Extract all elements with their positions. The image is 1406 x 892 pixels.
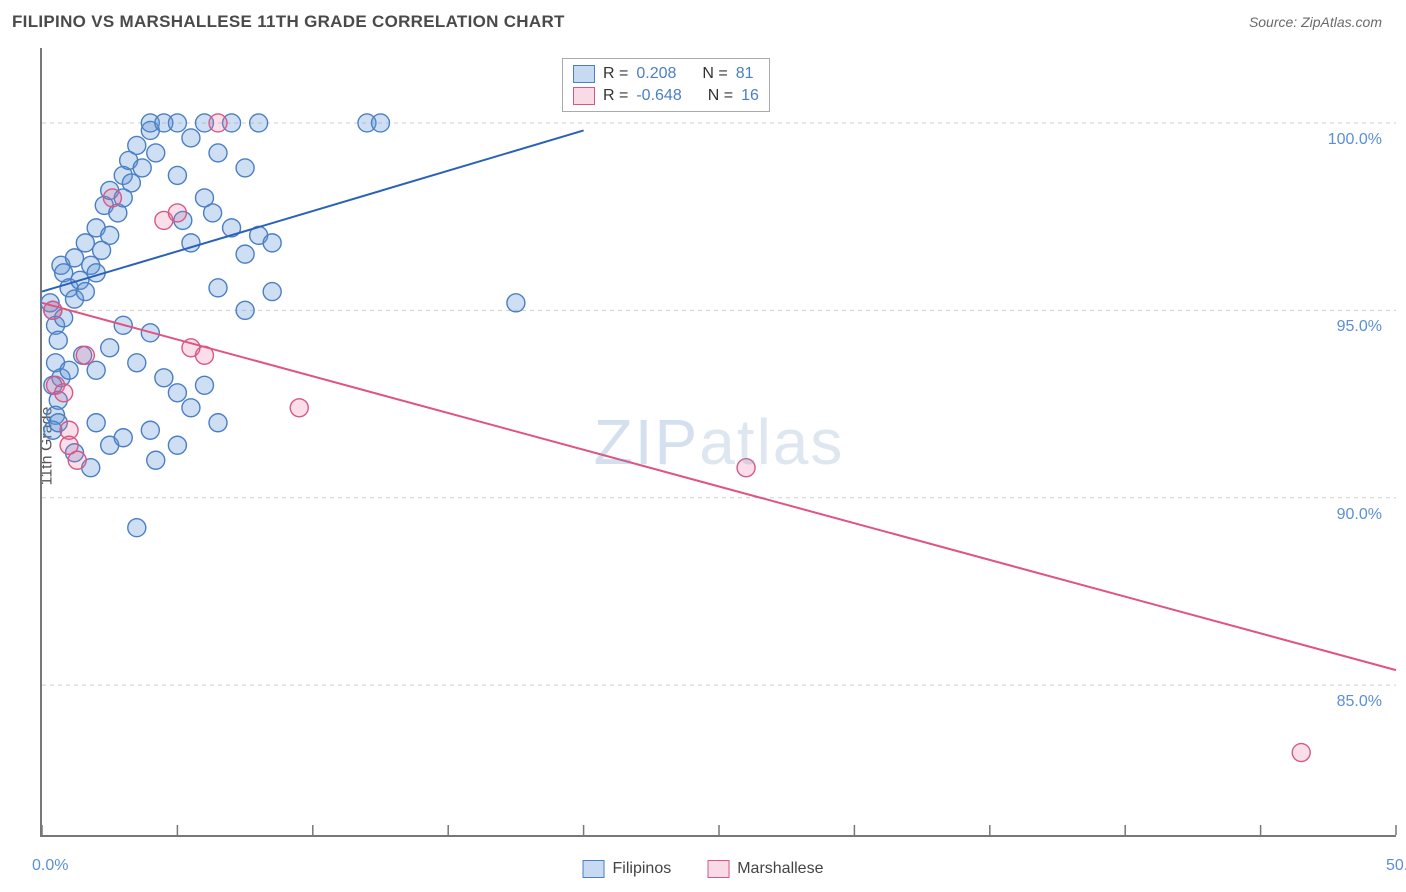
legend-item: Marshallese xyxy=(707,860,823,878)
source-label: Source: ZipAtlas.com xyxy=(1249,14,1382,30)
y-tick-label: 95.0% xyxy=(1337,318,1382,336)
legend-swatch xyxy=(707,860,729,878)
series-legend: Filipinos Marshallese xyxy=(583,860,824,878)
page-title: FILIPINO VS MARSHALLESE 11TH GRADE CORRE… xyxy=(12,12,565,32)
x-tick-label: 0.0% xyxy=(32,857,68,875)
stats-legend-row: R = -0.648N = 16 xyxy=(573,85,759,107)
y-tick-label: 100.0% xyxy=(1328,131,1382,149)
chart-area: ZIPatlas R = 0.208N = 81R = -0.648N = 16… xyxy=(40,48,1396,837)
legend-item: Filipinos xyxy=(583,860,672,878)
stats-legend: R = 0.208N = 81R = -0.648N = 16 xyxy=(562,58,770,112)
x-tick-label: 50.0% xyxy=(1386,857,1406,875)
legend-swatch xyxy=(583,860,605,878)
legend-swatch xyxy=(573,65,595,83)
legend-swatch xyxy=(573,87,595,105)
y-tick-label: 90.0% xyxy=(1337,506,1382,524)
stats-legend-row: R = 0.208N = 81 xyxy=(573,63,759,85)
y-tick-label: 85.0% xyxy=(1337,693,1382,711)
scatter-chart xyxy=(42,48,1396,835)
